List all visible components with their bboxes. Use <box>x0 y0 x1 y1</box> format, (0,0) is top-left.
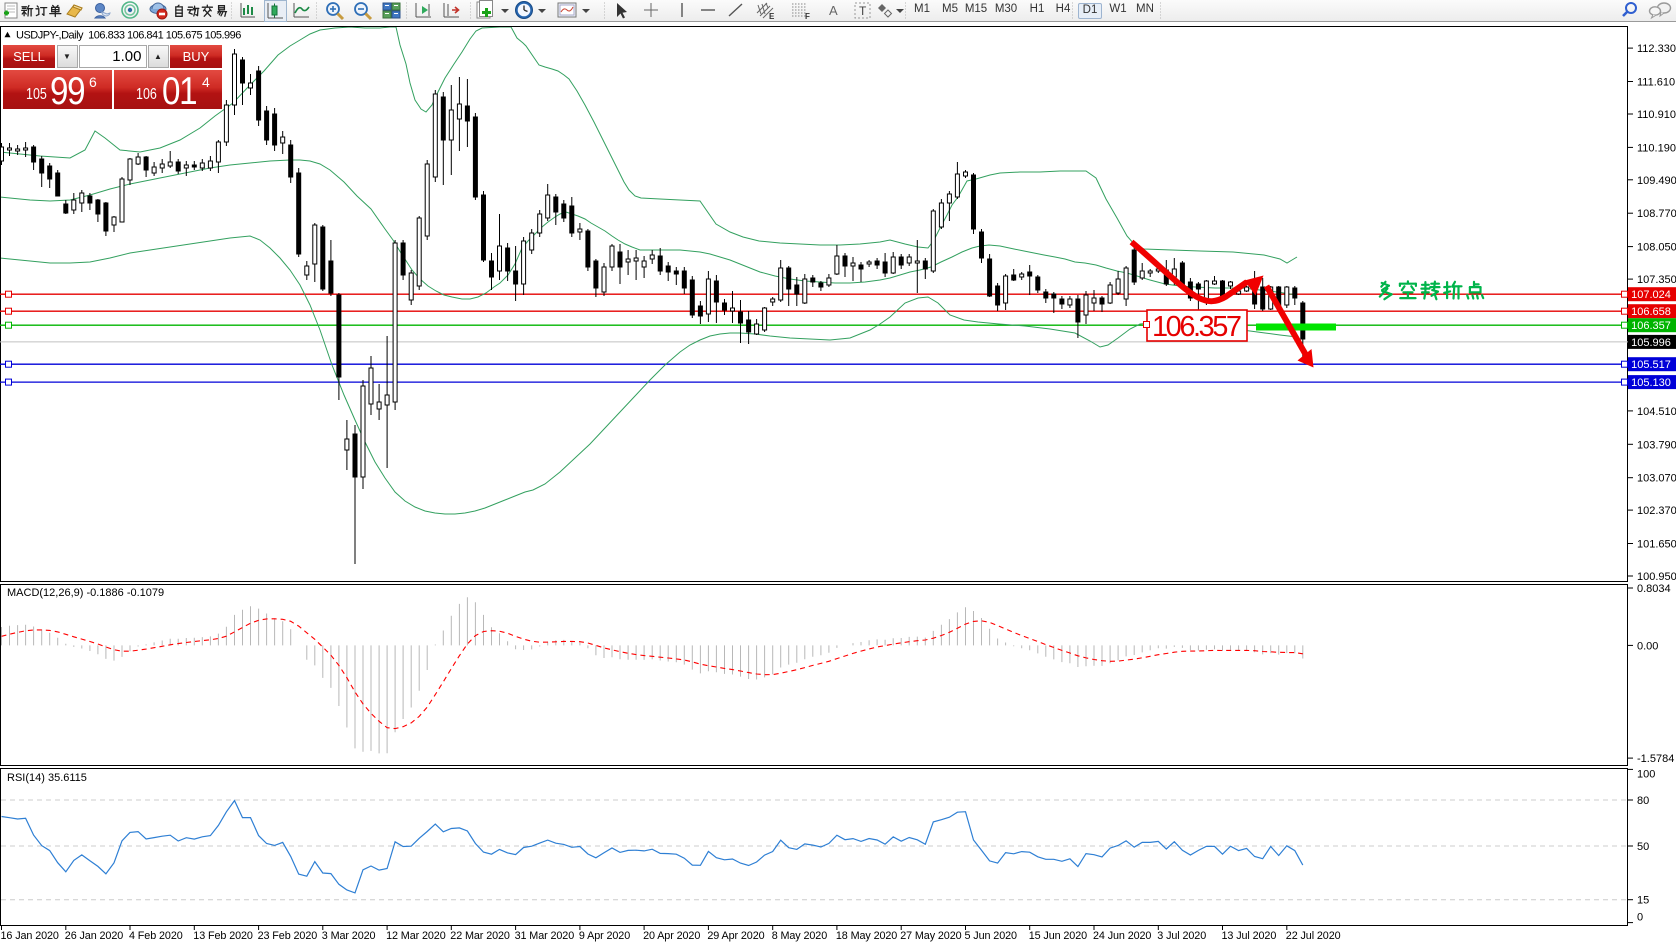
svg-text:24 Jun 2020: 24 Jun 2020 <box>1093 930 1151 942</box>
svg-text:105.996: 105.996 <box>1631 337 1671 349</box>
svg-text:104.510: 104.510 <box>1637 406 1676 418</box>
svg-text:F: F <box>805 12 810 21</box>
svg-text:100.950: 100.950 <box>1637 571 1676 583</box>
svg-text:108.050: 108.050 <box>1637 242 1676 254</box>
svg-text:27 May 2020: 27 May 2020 <box>900 930 961 942</box>
svg-text:110.190: 110.190 <box>1637 142 1676 154</box>
svg-text:102.370: 102.370 <box>1637 505 1676 517</box>
svg-text:3 Mar 2020: 3 Mar 2020 <box>322 930 376 942</box>
svg-text:23 Feb 2020: 23 Feb 2020 <box>258 930 318 942</box>
svg-text:100: 100 <box>1637 769 1655 781</box>
svg-text:105.517: 105.517 <box>1631 359 1671 371</box>
svg-text:107.350: 107.350 <box>1637 274 1676 286</box>
svg-text:26 Jan 2020: 26 Jan 2020 <box>65 930 123 942</box>
svg-text:29 Apr 2020: 29 Apr 2020 <box>707 930 764 942</box>
svg-text:101.650: 101.650 <box>1637 539 1676 551</box>
svg-text:4 Feb 2020: 4 Feb 2020 <box>129 930 183 942</box>
svg-text:20 Apr 2020: 20 Apr 2020 <box>643 930 700 942</box>
svg-text:18 May 2020: 18 May 2020 <box>836 930 897 942</box>
svg-text:E: E <box>769 12 775 21</box>
svg-text:USDJPY-,Daily 106.833 106.841: USDJPY-,Daily 106.833 106.841 105.675 10… <box>16 30 241 42</box>
svg-text:15 Jun 2020: 15 Jun 2020 <box>1029 930 1087 942</box>
svg-text:9 Apr 2020: 9 Apr 2020 <box>579 930 630 942</box>
svg-text:T: T <box>859 4 867 18</box>
svg-text:110.910: 110.910 <box>1637 109 1676 121</box>
svg-text:107.024: 107.024 <box>1631 289 1671 301</box>
svg-text:50: 50 <box>1637 841 1649 853</box>
svg-text:103.790: 103.790 <box>1637 439 1676 451</box>
svg-text:22 Jul 2020: 22 Jul 2020 <box>1286 930 1341 942</box>
svg-text:5 Jun 2020: 5 Jun 2020 <box>965 930 1018 942</box>
svg-text:31 Mar 2020: 31 Mar 2020 <box>515 930 575 942</box>
svg-text:MACD(12,26,9) -0.1886 -0.1079: MACD(12,26,9) -0.1886 -0.1079 <box>7 587 164 599</box>
svg-text:3 Jul 2020: 3 Jul 2020 <box>1157 930 1206 942</box>
svg-text:106.658: 106.658 <box>1631 306 1671 318</box>
svg-text:105.130: 105.130 <box>1631 377 1671 389</box>
svg-text:16 Jan 2020: 16 Jan 2020 <box>1 930 59 942</box>
svg-text:0.00: 0.00 <box>1637 640 1658 652</box>
svg-text:106.357: 106.357 <box>1152 311 1242 343</box>
svg-text:112.330: 112.330 <box>1637 43 1676 55</box>
svg-text:-1.5784: -1.5784 <box>1637 753 1674 765</box>
svg-text:A: A <box>829 3 838 18</box>
svg-text:111.610: 111.610 <box>1637 77 1675 89</box>
svg-text:80: 80 <box>1637 795 1649 807</box>
svg-text:0: 0 <box>1637 912 1643 924</box>
svg-text:RSI(14) 35.6115: RSI(14) 35.6115 <box>7 772 87 784</box>
svg-text:8 May 2020: 8 May 2020 <box>772 930 828 942</box>
svg-text:13 Jul 2020: 13 Jul 2020 <box>1222 930 1277 942</box>
svg-text:12 Mar 2020: 12 Mar 2020 <box>386 930 446 942</box>
svg-text:15: 15 <box>1637 895 1649 907</box>
svg-text:106.357: 106.357 <box>1631 320 1671 332</box>
svg-text:13 Feb 2020: 13 Feb 2020 <box>193 930 253 942</box>
svg-text:109.490: 109.490 <box>1637 175 1676 187</box>
svg-text:103.070: 103.070 <box>1637 473 1676 485</box>
svg-text:0.8034: 0.8034 <box>1637 583 1671 595</box>
svg-text:108.770: 108.770 <box>1637 208 1676 220</box>
svg-text:22 Mar 2020: 22 Mar 2020 <box>450 930 510 942</box>
